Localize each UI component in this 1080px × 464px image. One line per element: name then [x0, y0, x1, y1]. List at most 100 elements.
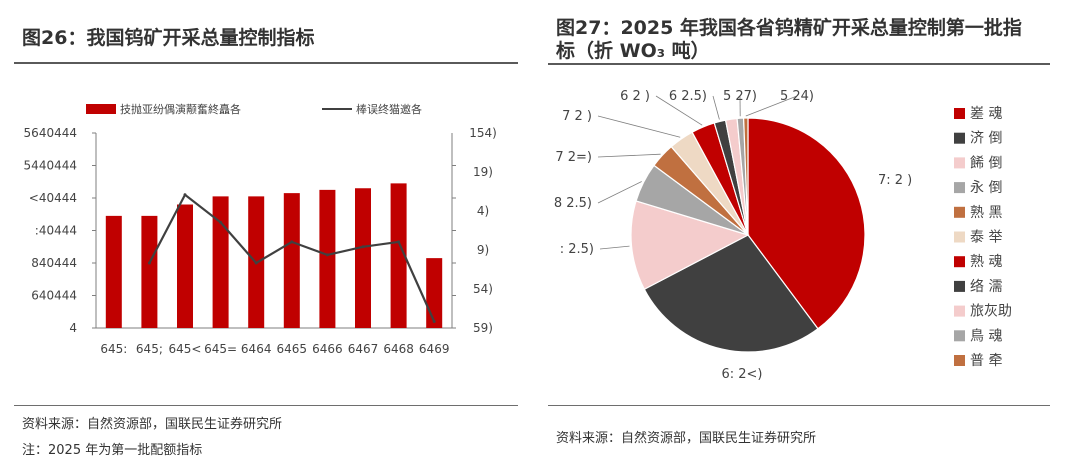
left-title-divider — [14, 62, 518, 64]
pie-legend-swatch — [954, 305, 965, 317]
legend-label-bar: 技抛亚纷偶演颟奮終矗各 — [120, 102, 241, 116]
left-y-tick-label: <40444 — [29, 191, 77, 205]
pie-legend-label: 熟 黑 — [970, 205, 1002, 221]
bar — [212, 196, 229, 328]
right-y-tick-label: 19) — [473, 165, 493, 179]
x-tick-label: 6464 — [241, 342, 272, 356]
right-chart-title: 图27：2025 年我国各省钨精矿开采总量控制第一批指 标（折 WO₃ 吨） — [556, 17, 1056, 63]
right-source-divider — [548, 405, 1050, 406]
line-point — [361, 245, 365, 249]
pie-slice-label: 6 2 ) — [620, 89, 650, 104]
bar — [283, 193, 300, 328]
pie-legend-swatch — [954, 355, 965, 366]
bar — [319, 189, 336, 328]
left-y-tick-label: 5440444 — [24, 159, 77, 173]
bar-chart-legend: 技抛亚纷偶演颟奮終矗各 棒误终猫邀各 — [86, 102, 422, 116]
left-chart-title: 图26：我国钨矿开采总量控制指标 — [22, 27, 315, 49]
pie-leader-line — [597, 115, 681, 138]
pie-legend-swatch — [954, 280, 965, 292]
line-point — [397, 240, 401, 244]
line-point — [219, 220, 223, 224]
x-tick-label: 6467 — [348, 342, 379, 356]
pie-slice — [743, 117, 749, 236]
pie-legend-label: 嵳 魂 — [970, 106, 1002, 122]
pie-leader-line — [599, 245, 630, 250]
line-point — [325, 253, 329, 257]
pie-legend-label: 熟 魂 — [970, 254, 1002, 270]
x-tick-label: 645= — [204, 342, 237, 356]
left-y-tick-label: :40444 — [35, 224, 77, 238]
bar — [141, 215, 158, 328]
pie-legend-label: 旅灰助 — [970, 304, 1012, 320]
pie-legend-label: 餙 倒 — [970, 154, 1002, 171]
pie-legend-swatch — [954, 108, 965, 119]
pie-slice-label: 8 2.5) — [554, 196, 592, 211]
pie-legend-label: 济 倒 — [970, 131, 1002, 147]
right-title-divider — [548, 63, 1050, 65]
pie-slice-label: 7: 2 ) — [878, 173, 912, 188]
bar — [105, 215, 122, 328]
right-chart-title-line1: 图27：2025 年我国各省钨精矿开采总量控制第一批指 — [556, 17, 1022, 39]
bar — [355, 188, 371, 328]
x-tick-label: 6466 — [312, 342, 343, 356]
line-point — [147, 261, 151, 265]
right-y-tick-label: 9) — [477, 243, 489, 257]
left-y-tick-label: 840444 — [31, 256, 77, 270]
pie-slice-label: 5 27) — [723, 89, 757, 104]
pie-legend-swatch — [954, 157, 965, 169]
pie-legend-swatch — [954, 206, 965, 218]
pie-legend-label: 普 牵 — [970, 353, 1002, 369]
right-y-tick-label: 154) — [469, 126, 497, 140]
x-tick-label: 645< — [169, 342, 202, 356]
x-tick-label: 6465 — [277, 342, 308, 356]
line-point — [290, 240, 294, 244]
left-source-note: 资料来源：自然资源部，国联民生证券研究所 — [22, 417, 283, 432]
left-y-tick-label: 4 — [69, 321, 77, 335]
pie-slice — [747, 117, 866, 330]
line-point — [432, 320, 436, 323]
right-y-tick-label: 54) — [473, 282, 493, 296]
right-source-note: 资料来源：自然资源部，国联民生证券研究所 — [556, 431, 817, 446]
left-source-divider — [14, 405, 518, 406]
pie-leader-line — [745, 95, 798, 117]
pie-slice-label: 5 24) — [780, 89, 814, 104]
pie-legend-label: 永 倒 — [970, 180, 1002, 196]
pie-slice-label: 6 2.5) — [669, 89, 707, 104]
bar — [390, 183, 407, 328]
legend-swatch-bar — [86, 104, 116, 114]
line-point — [254, 261, 258, 265]
line-point — [183, 193, 187, 197]
bar — [177, 204, 193, 328]
pie-legend-swatch — [954, 231, 965, 243]
pie-leader-line — [597, 181, 642, 204]
right-y-tick-label: 59) — [473, 321, 493, 335]
right-y-tick-label: 4) — [477, 204, 489, 218]
left-y-tick-label: 5640444 — [24, 126, 77, 140]
pie-leader-line — [597, 153, 661, 158]
pie-legend-label: 络 濡 — [970, 279, 1002, 295]
pie-slice — [643, 234, 819, 353]
x-tick-label: 645; — [136, 342, 163, 356]
pie-leader-line — [655, 95, 703, 126]
x-tick-label: 6468 — [383, 342, 414, 356]
pie-slice-label: 6: 2<) — [721, 367, 762, 382]
pie-legend-swatch — [954, 182, 965, 194]
legend-label-line: 棒误终猫邀各 — [356, 102, 422, 116]
x-tick-label: 645: — [100, 342, 127, 356]
pie-slice-label: : 2.5) — [560, 242, 594, 257]
pie-slice-label: 7 2=) — [555, 150, 592, 165]
pie-slice-label: 7 2 ) — [562, 109, 592, 124]
right-chart-title-line2: 标（折 WO₃ 吨） — [556, 40, 710, 62]
pie-legend-swatch — [954, 330, 965, 342]
x-tick-label: 6469 — [419, 342, 450, 356]
pie-legend-swatch — [954, 132, 965, 144]
left-footnote: 注：2025 年为第一批配额指标 — [22, 443, 203, 458]
pie-slice — [630, 200, 750, 291]
pie-legend-swatch — [954, 256, 965, 268]
left-y-tick-label: 640444 — [31, 289, 77, 303]
pie-leader-line — [712, 95, 720, 120]
pie-legend-label: 泰 举 — [970, 230, 1002, 246]
